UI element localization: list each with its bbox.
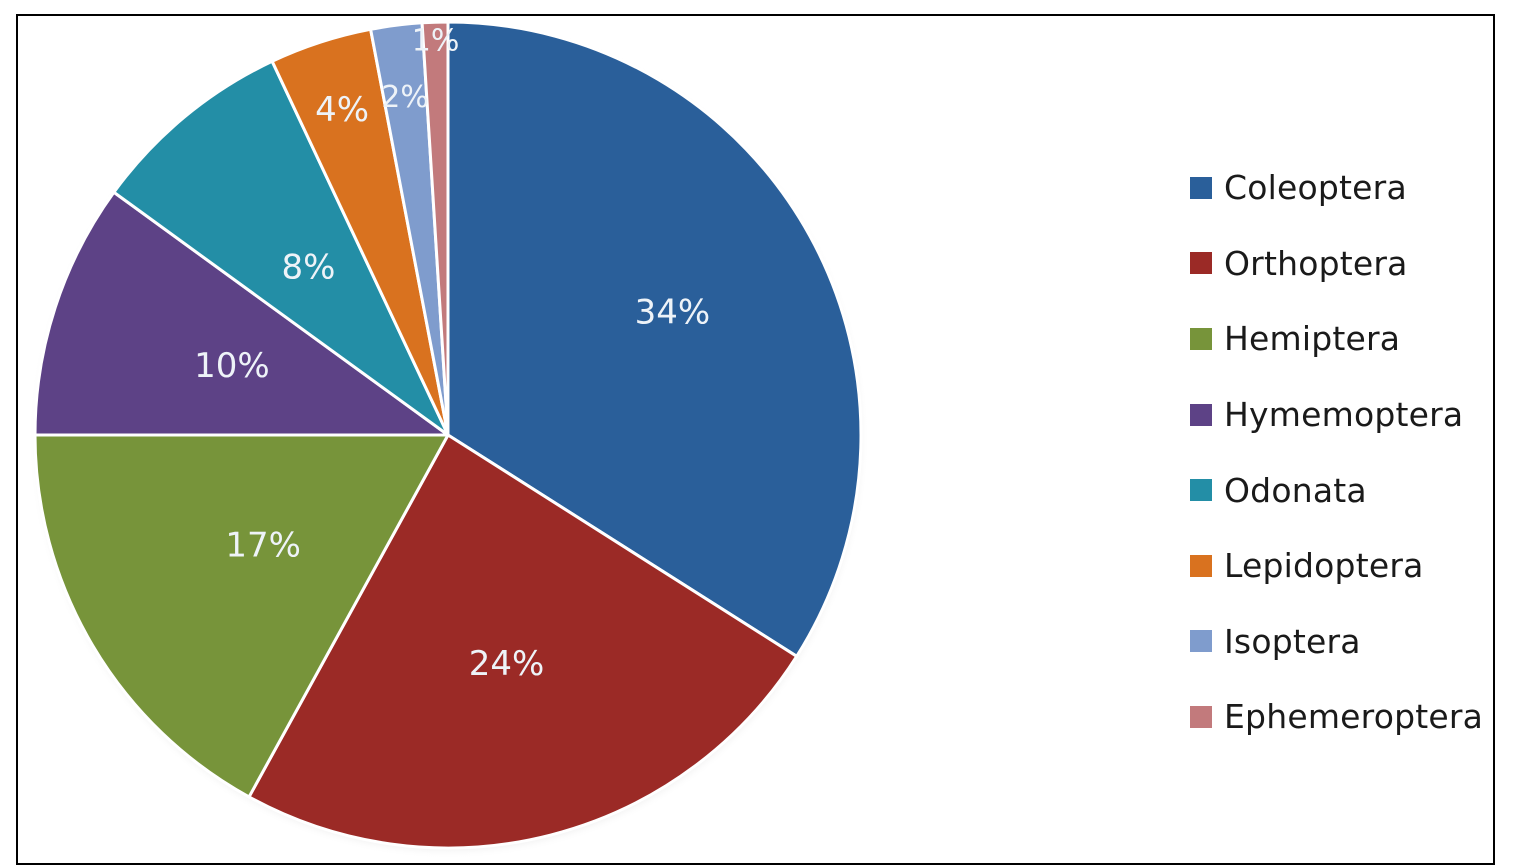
- slice-label-orthoptera: 24%: [469, 644, 545, 684]
- pie-slice-orthoptera: [247, 433, 799, 850]
- legend-label: Ephemeroptera: [1224, 697, 1484, 737]
- legend-item-hemiptera: Hemiptera: [1190, 301, 1483, 377]
- legend-label: Orthoptera: [1224, 243, 1408, 283]
- legend-swatch-odonata: [1190, 479, 1212, 502]
- legend-item-coleoptera: Coleoptera: [1190, 150, 1483, 226]
- slice-label-lepidoptera: 4%: [315, 90, 369, 130]
- pie-slice-odonata: [112, 59, 450, 437]
- slice-label-hymemoptera: 10%: [194, 346, 270, 386]
- legend-swatch-coleoptera: [1190, 176, 1212, 199]
- chart-legend: Coleoptera Orthoptera Hemiptera Hymemopt…: [1190, 150, 1483, 755]
- legend-label: Coleoptera: [1224, 168, 1407, 208]
- pie-slice-hymemoptera: [33, 190, 450, 437]
- legend-swatch-isoptera: [1190, 630, 1212, 653]
- legend-item-lepidoptera: Lepidoptera: [1190, 528, 1483, 604]
- legend-swatch-hymemoptera: [1190, 403, 1212, 426]
- legend-swatch-lepidoptera: [1190, 554, 1212, 577]
- legend-label: Hymemoptera: [1224, 395, 1464, 435]
- slice-label-coleoptera: 34%: [635, 293, 711, 333]
- legend-item-ephemeroptera: Ephemeroptera: [1190, 679, 1483, 755]
- slice-label-odonata: 8%: [281, 247, 335, 287]
- legend-item-isoptera: Isoptera: [1190, 604, 1483, 680]
- legend-label: Isoptera: [1224, 621, 1361, 661]
- pie-slice-hemiptera: [33, 433, 450, 799]
- legend-label: Odonata: [1224, 470, 1367, 510]
- legend-swatch-orthoptera: [1190, 252, 1212, 275]
- legend-swatch-ephemeroptera: [1190, 705, 1212, 728]
- pie-slice-ephemeroptera: [420, 20, 450, 437]
- slice-label-isoptera: 2%: [381, 80, 429, 115]
- slice-label-ephemeroptera: 1%: [412, 24, 460, 59]
- legend-item-hymemoptera: Hymemoptera: [1190, 377, 1483, 453]
- legend-item-orthoptera: Orthoptera: [1190, 226, 1483, 302]
- slice-label-hemiptera: 17%: [225, 525, 301, 565]
- legend-label: Lepidoptera: [1224, 546, 1424, 586]
- legend-item-odonata: Odonata: [1190, 452, 1483, 528]
- legend-label: Hemiptera: [1224, 319, 1401, 359]
- pie-slice-coleoptera: [446, 20, 863, 658]
- legend-swatch-hemiptera: [1190, 327, 1212, 350]
